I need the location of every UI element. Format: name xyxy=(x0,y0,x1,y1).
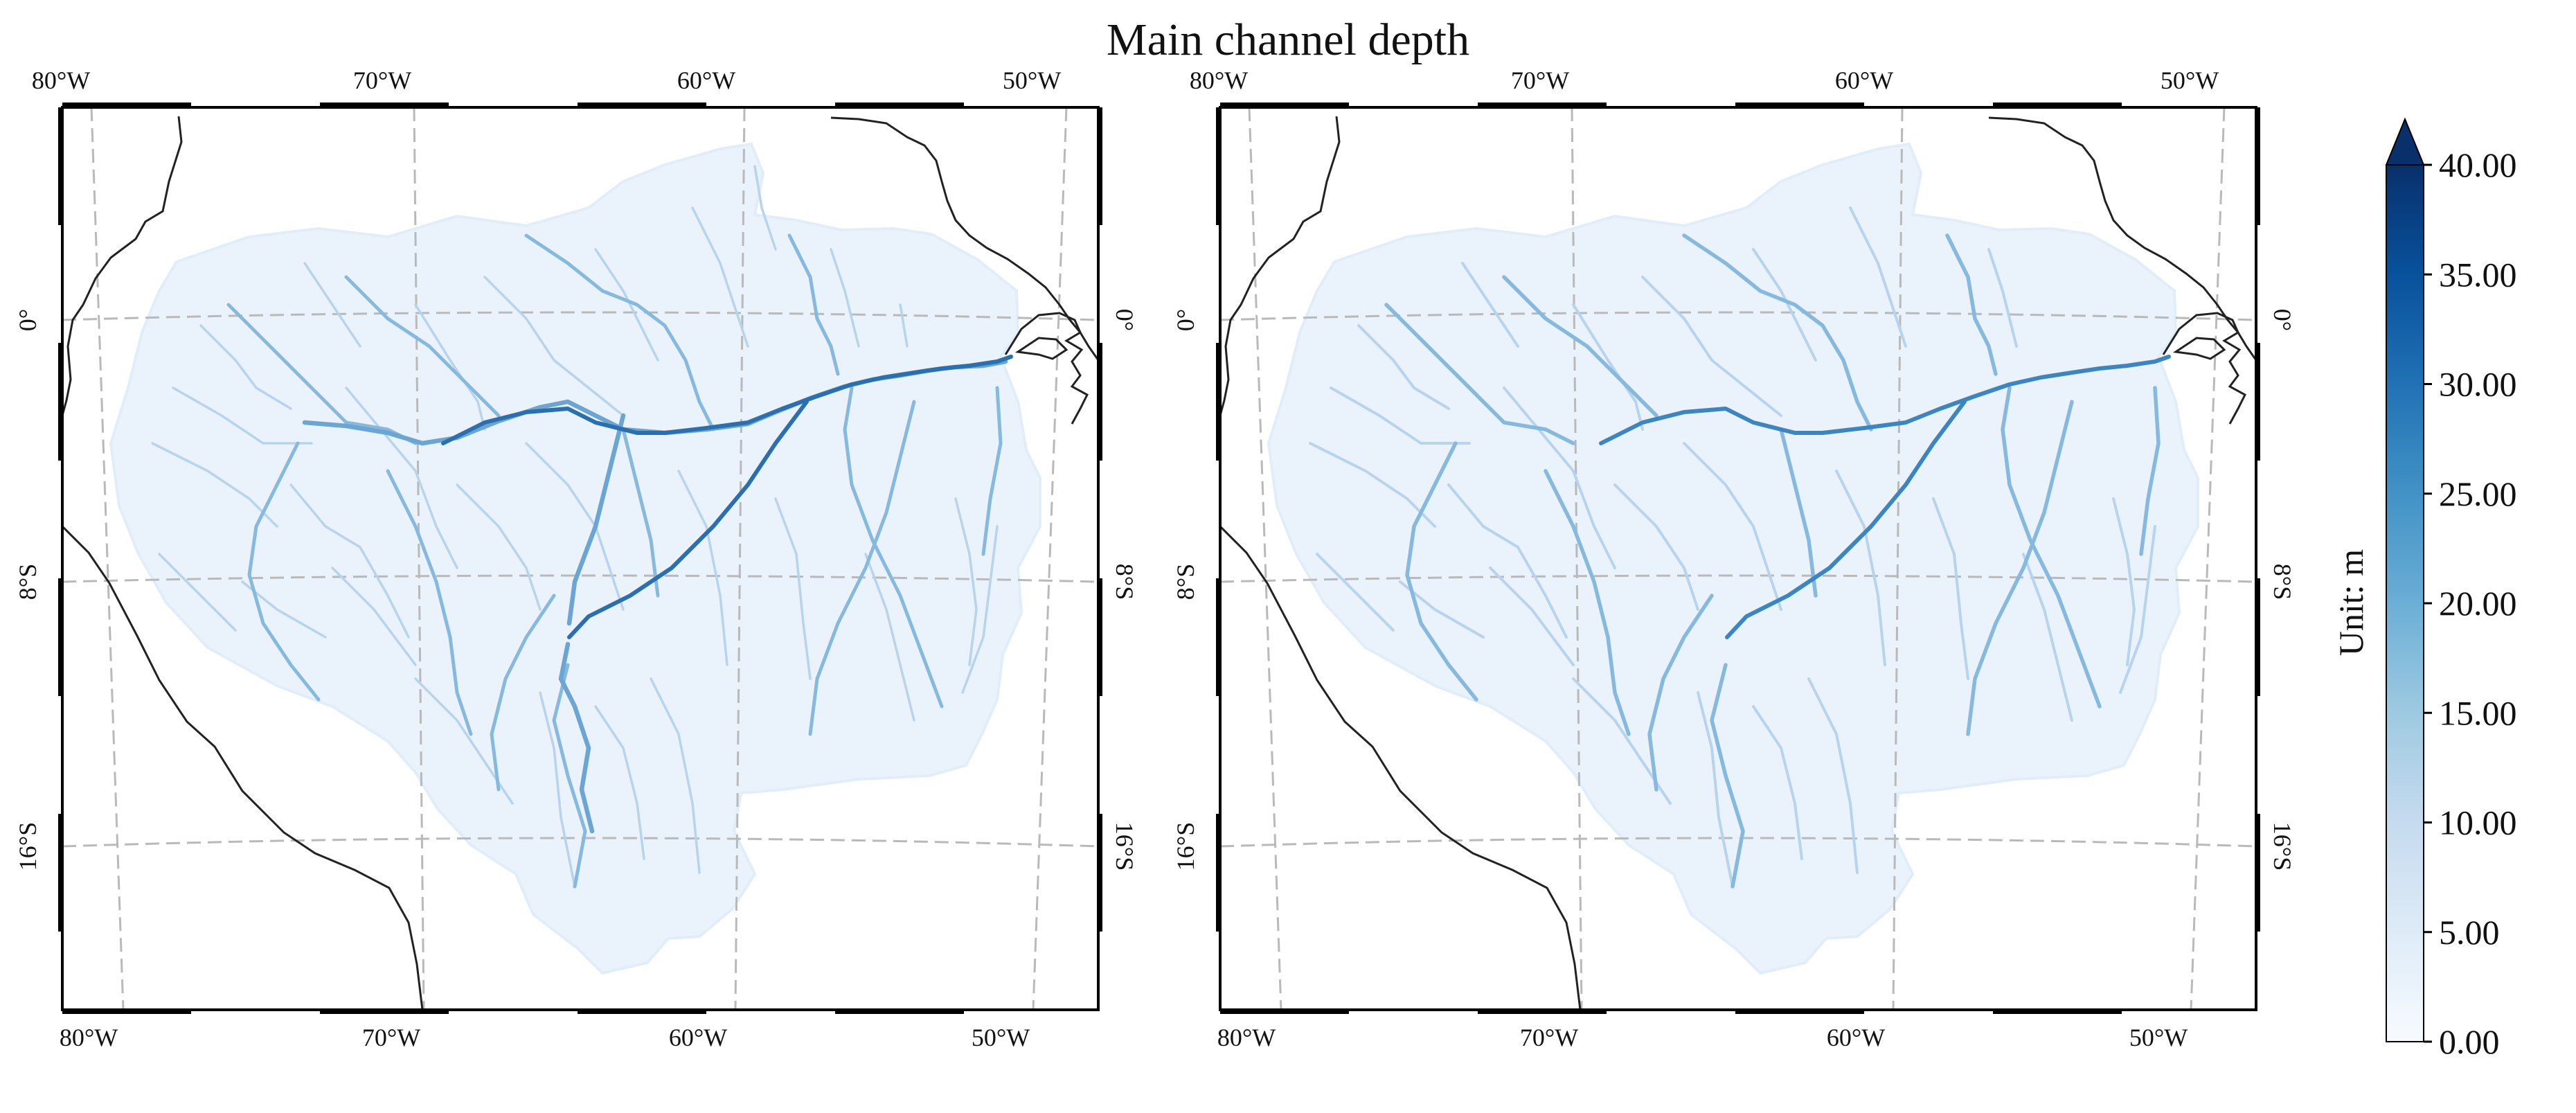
colorbar-tick-label: 10.00 xyxy=(2439,803,2517,842)
lon-label-top: 70°W xyxy=(353,66,411,94)
lat-label-left: 16°S xyxy=(14,822,42,871)
colorbar-tick-label: 35.00 xyxy=(2439,255,2517,294)
lon-label-bottom: 80°W xyxy=(60,1024,118,1051)
lat-label-left: 0° xyxy=(1172,309,1199,331)
colorbar-tick-label: 0.00 xyxy=(2439,1022,2500,1061)
coastline xyxy=(1220,116,2256,1010)
map-panel-left: 80°W 70°W 60°W 50°W 80°W 70°W 60°W 50°W … xyxy=(14,66,1138,1051)
lat-label-right: 8°S xyxy=(2269,564,2296,600)
colorbar-tick-label: 15.00 xyxy=(2439,693,2517,732)
lat-label-right: 0° xyxy=(2269,309,2296,331)
lon-label-bottom: 70°W xyxy=(362,1024,420,1051)
lon-label-top: 60°W xyxy=(677,66,735,94)
lon-label-bottom: 60°W xyxy=(1827,1024,1885,1051)
lon-label-bottom: 60°W xyxy=(669,1024,727,1051)
river-network xyxy=(151,165,1013,889)
lon-label-top: 50°W xyxy=(2161,66,2219,94)
colorbar-tick-label: 20.00 xyxy=(2439,584,2517,623)
lon-label-bottom: 80°W xyxy=(1217,1024,1276,1051)
colorbar-extend-arrow xyxy=(2385,117,2425,166)
lon-label-bottom: 50°W xyxy=(2129,1024,2188,1051)
lat-label-left: 8°S xyxy=(1172,564,1199,600)
lon-label-top: 80°W xyxy=(1190,66,1248,94)
lat-label-right: 16°S xyxy=(1111,822,1138,871)
lon-label-bottom: 70°W xyxy=(1520,1024,1578,1051)
colorbar-ticks: 40.00 35.00 30.00 25.00 20.00 15.00 10.00 5.00 0… xyxy=(2424,145,2517,1061)
frame-ticks xyxy=(58,103,1102,1014)
lon-label-bottom: 50°W xyxy=(972,1024,1030,1051)
colorbar-label: Unit: m xyxy=(2332,549,2370,656)
river-network xyxy=(1309,206,2171,889)
colorbar-tick-label: 40.00 xyxy=(2439,145,2517,184)
figure-title: Main channel depth xyxy=(1106,15,1470,65)
colorbar: 40.00 35.00 30.00 25.00 20.00 15.00 10.00 5.00 0… xyxy=(2332,117,2517,1061)
lon-label-top: 60°W xyxy=(1835,66,1893,94)
lat-label-left: 8°S xyxy=(14,564,42,600)
frame-ticks xyxy=(1216,103,2260,1014)
lat-label-right: 0° xyxy=(1111,309,1138,331)
lat-label-left: 16°S xyxy=(1172,822,1199,871)
lat-label-right: 8°S xyxy=(1111,564,1138,600)
colorbar-gradient xyxy=(2386,164,2424,1042)
lon-label-top: 50°W xyxy=(1003,66,1061,94)
lat-label-right: 16°S xyxy=(2269,822,2296,871)
lon-label-top: 80°W xyxy=(32,66,90,94)
colorbar-tick-label: 30.00 xyxy=(2439,365,2517,404)
basin-fill xyxy=(1267,142,2199,975)
map-panel-right: 80°W 70°W 60°W 50°W 80°W 70°W 60°W 50°W … xyxy=(1172,66,2296,1051)
lon-label-top: 70°W xyxy=(1511,66,1569,94)
basin-fill xyxy=(109,142,1041,975)
coastline xyxy=(62,116,1098,1010)
graticule xyxy=(62,107,1098,1010)
colorbar-tick-label: 25.00 xyxy=(2439,474,2517,513)
lat-label-left: 0° xyxy=(14,309,42,331)
colorbar-tick-label: 5.00 xyxy=(2439,913,2500,952)
graticule xyxy=(1220,107,2256,1010)
